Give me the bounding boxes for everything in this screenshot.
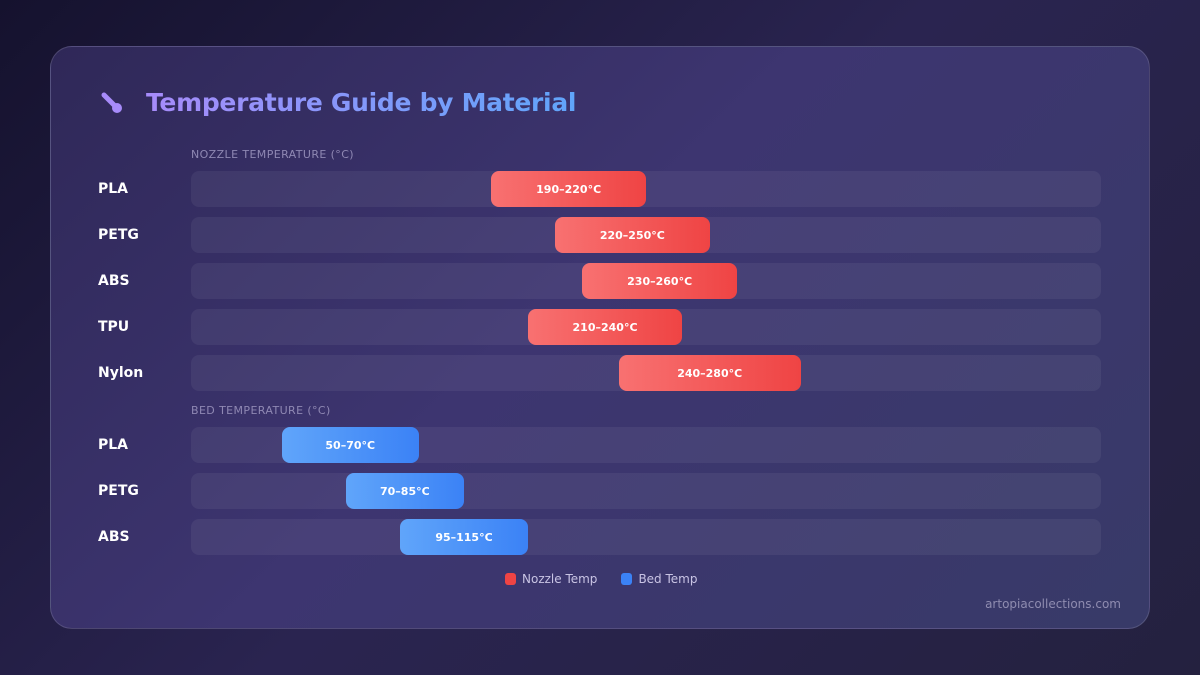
range-bar: 220–250°C xyxy=(555,217,710,253)
chart-row: PETG 70–85°C xyxy=(98,473,1101,509)
range-track: 70–85°C xyxy=(191,473,1101,509)
range-track: 210–240°C xyxy=(191,309,1101,345)
range-bar: 240–280°C xyxy=(618,355,801,391)
legend-swatch xyxy=(621,573,633,585)
range-label: 220–250°C xyxy=(599,228,665,242)
chart-row: ABS 230–260°C xyxy=(98,263,1101,299)
range-label: 50–70°C xyxy=(325,438,376,452)
legend: Nozzle Temp Bed Temp xyxy=(505,572,697,586)
range-bar: 95–115°C xyxy=(400,519,528,555)
chart-row: PLA 50–70°C xyxy=(98,427,1101,463)
material-label: Nylon xyxy=(98,365,144,381)
section-heading: BED TEMPERATURE (°C) xyxy=(191,404,331,417)
material-label: PETG xyxy=(98,227,139,243)
range-bar: 230–260°C xyxy=(582,263,737,299)
material-label: ABS xyxy=(98,529,130,545)
range-bar: 190–220°C xyxy=(491,171,646,207)
material-label: PLA xyxy=(98,437,129,453)
range-label: 240–280°C xyxy=(677,366,743,380)
section-heading: NOZZLE TEMPERATURE (°C) xyxy=(191,148,354,161)
chart-row: ABS 95–115°C xyxy=(98,519,1101,555)
material-label: TPU xyxy=(98,319,130,335)
range-track: 50–70°C xyxy=(191,427,1101,463)
range-bar: 50–70°C xyxy=(282,427,419,463)
range-bar: 70–85°C xyxy=(345,473,464,509)
range-label: 210–240°C xyxy=(572,320,638,334)
range-track: 240–280°C xyxy=(191,355,1101,391)
chart-title: Temperature Guide by Material xyxy=(146,88,577,117)
chart-row: Nylon 240–280°C xyxy=(98,355,1101,391)
material-label: ABS xyxy=(98,273,130,289)
range-label: 190–220°C xyxy=(536,182,602,196)
material-label: PLA xyxy=(98,181,129,197)
chart-row: PETG 220–250°C xyxy=(98,217,1101,253)
range-track: 220–250°C xyxy=(191,217,1101,253)
footer-credit: artopiacollections.com xyxy=(985,597,1121,611)
range-track: 230–260°C xyxy=(191,263,1101,299)
thermometer-icon xyxy=(101,92,122,113)
legend-label: Nozzle Temp xyxy=(522,572,598,586)
legend-item-bed: Bed Temp xyxy=(621,572,697,586)
chart-row: PLA 190–220°C xyxy=(98,171,1101,207)
legend-item-nozzle: Nozzle Temp xyxy=(505,572,597,586)
range-bar: 210–240°C xyxy=(527,309,683,345)
chart-header: Temperature Guide by Material xyxy=(98,88,576,117)
legend-label: Bed Temp xyxy=(638,572,698,586)
range-label: 95–115°C xyxy=(435,530,493,544)
range-label: 70–85°C xyxy=(379,484,430,498)
range-label: 230–260°C xyxy=(627,274,693,288)
range-track: 190–220°C xyxy=(191,171,1101,207)
legend-swatch xyxy=(505,573,516,585)
chart-row: TPU 210–240°C xyxy=(98,309,1101,345)
material-label: PETG xyxy=(98,483,139,499)
range-track: 95–115°C xyxy=(191,519,1101,555)
